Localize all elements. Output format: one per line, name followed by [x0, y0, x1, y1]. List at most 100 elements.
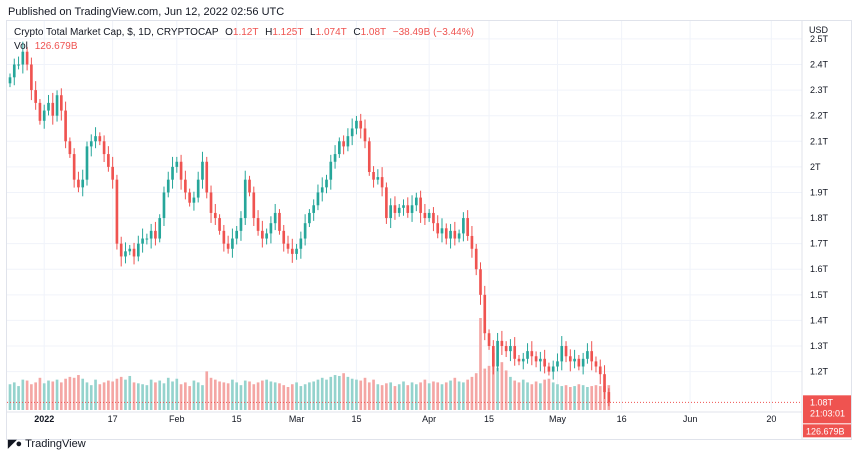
- candle-body[interactable]: [171, 166, 174, 180]
- candle-body[interactable]: [286, 243, 290, 249]
- candle-body[interactable]: [534, 356, 538, 362]
- candle-body[interactable]: [325, 179, 328, 188]
- candle-body[interactable]: [453, 230, 457, 239]
- candle-body[interactable]: [158, 218, 162, 239]
- candle-body[interactable]: [427, 212, 431, 219]
- candle-body[interactable]: [603, 374, 606, 393]
- candle-body[interactable]: [440, 228, 444, 234]
- candle-body[interactable]: [30, 64, 33, 91]
- candle-body[interactable]: [410, 205, 414, 213]
- candle-body[interactable]: [406, 205, 410, 213]
- candle-body[interactable]: [474, 248, 478, 270]
- candle-body[interactable]: [581, 358, 585, 367]
- candle-body[interactable]: [590, 351, 594, 362]
- candle-body[interactable]: [333, 154, 337, 162]
- candle-body[interactable]: [166, 179, 170, 193]
- candle-body[interactable]: [149, 230, 153, 239]
- candle-body[interactable]: [308, 212, 311, 224]
- tradingview-logo[interactable]: ◤● TradingView: [8, 437, 86, 451]
- candle-body[interactable]: [141, 238, 144, 244]
- candle-body[interactable]: [432, 212, 435, 224]
- candle-body[interactable]: [560, 346, 564, 362]
- candle-body[interactable]: [231, 238, 234, 249]
- candle-body[interactable]: [504, 346, 508, 352]
- candle-body[interactable]: [551, 366, 555, 372]
- candle-body[interactable]: [402, 205, 405, 208]
- candle-body[interactable]: [213, 212, 217, 219]
- candle-body[interactable]: [320, 187, 324, 193]
- candle-body[interactable]: [329, 161, 333, 180]
- candle-body[interactable]: [397, 207, 401, 213]
- candle-body[interactable]: [491, 346, 495, 367]
- candle-body[interactable]: [8, 77, 12, 84]
- candle-body[interactable]: [196, 179, 200, 198]
- candle-body[interactable]: [530, 351, 534, 357]
- candle-body[interactable]: [290, 248, 294, 254]
- candle-body[interactable]: [342, 141, 345, 147]
- candle-body[interactable]: [248, 179, 251, 193]
- candle-body[interactable]: [423, 212, 427, 219]
- candle-body[interactable]: [38, 102, 42, 121]
- candle-body[interactable]: [261, 230, 264, 239]
- candle-body[interactable]: [60, 95, 63, 111]
- candle-body[interactable]: [51, 102, 55, 116]
- candle-body[interactable]: [389, 205, 392, 219]
- candle-body[interactable]: [239, 218, 243, 231]
- candle-body[interactable]: [209, 192, 213, 213]
- candle-body[interactable]: [355, 120, 358, 129]
- candle-body[interactable]: [607, 392, 611, 403]
- candle-body[interactable]: [188, 192, 191, 203]
- candle-body[interactable]: [128, 248, 132, 252]
- candle-body[interactable]: [543, 358, 546, 367]
- candle-body[interactable]: [55, 95, 59, 116]
- candle-body[interactable]: [34, 90, 37, 103]
- candle-body[interactable]: [162, 192, 166, 219]
- candle-body[interactable]: [577, 358, 581, 367]
- candle-body[interactable]: [419, 197, 422, 213]
- candle-body[interactable]: [278, 212, 281, 231]
- candle-body[interactable]: [299, 238, 303, 249]
- candle-body[interactable]: [483, 294, 487, 334]
- candle-body[interactable]: [77, 179, 80, 188]
- candle-body[interactable]: [102, 141, 106, 155]
- candle-body[interactable]: [350, 128, 354, 137]
- candle-body[interactable]: [269, 223, 273, 234]
- candle-body[interactable]: [21, 51, 25, 65]
- candle-body[interactable]: [346, 136, 350, 147]
- candle-body[interactable]: [124, 251, 127, 257]
- candle-body[interactable]: [312, 205, 316, 213]
- candle-body[interactable]: [303, 223, 307, 239]
- candle-body[interactable]: [496, 340, 499, 367]
- candle-body[interactable]: [295, 248, 298, 254]
- candle-body[interactable]: [72, 154, 76, 180]
- candle-body[interactable]: [479, 269, 482, 295]
- chart-frame[interactable]: [6, 20, 852, 440]
- candle-body[interactable]: [243, 179, 247, 219]
- candle-body[interactable]: [222, 230, 226, 244]
- candle-body[interactable]: [393, 205, 397, 213]
- candle-body[interactable]: [218, 218, 221, 231]
- candle-body[interactable]: [42, 110, 46, 121]
- candle-body[interactable]: [145, 238, 149, 240]
- candle-body[interactable]: [338, 141, 341, 155]
- candle-body[interactable]: [184, 179, 187, 193]
- candle-body[interactable]: [487, 333, 491, 347]
- candle-body[interactable]: [154, 230, 157, 239]
- candle-body[interactable]: [513, 346, 517, 359]
- candle-body[interactable]: [94, 136, 97, 142]
- candle-body[interactable]: [256, 218, 260, 231]
- candle-body[interactable]: [359, 120, 363, 129]
- candle-body[interactable]: [17, 64, 20, 66]
- candle-body[interactable]: [25, 51, 29, 65]
- candle-body[interactable]: [594, 361, 598, 367]
- candle-body[interactable]: [380, 177, 384, 188]
- candle-body[interactable]: [89, 141, 93, 147]
- candle-body[interactable]: [509, 346, 512, 352]
- candle-body[interactable]: [81, 179, 85, 188]
- candle-body[interactable]: [470, 235, 474, 249]
- candle-body[interactable]: [466, 218, 469, 236]
- candle-body[interactable]: [273, 212, 277, 224]
- candle-body[interactable]: [316, 192, 320, 206]
- candle-body[interactable]: [573, 358, 576, 362]
- candle-body[interactable]: [367, 141, 371, 172]
